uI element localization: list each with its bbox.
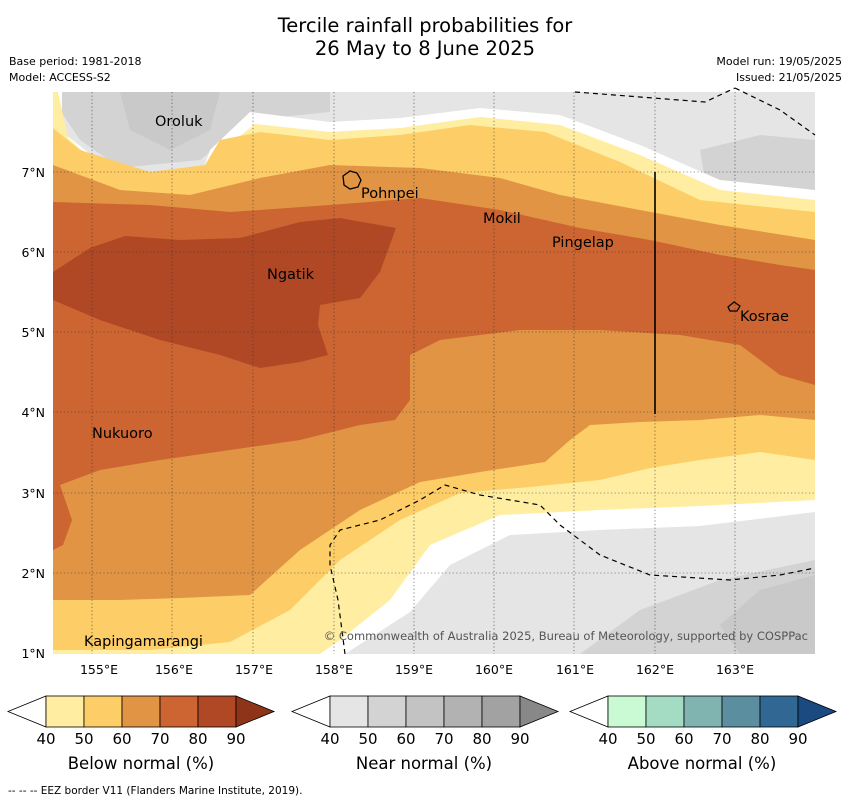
near-colorbar-cell (367, 695, 407, 728)
near-colorbar-tick-label: 50 (358, 730, 377, 748)
place-label-mokil: Mokil (483, 211, 521, 227)
pohnpei-island (342, 170, 362, 190)
above-colorbar-tick-label: 80 (750, 730, 769, 748)
below-colorbar-tick-label: 80 (188, 730, 207, 748)
place-label-pingelap: Pingelap (552, 235, 614, 251)
below-colorbar-cell (197, 695, 237, 728)
copyright-notice: © Commonwealth of Australia 2025, Bureau… (324, 629, 808, 643)
model-name: Model: ACCESS-S2 (9, 71, 111, 84)
lat-label: 2°N (21, 566, 45, 581)
below-colorbar-tick-label: 40 (36, 730, 55, 748)
above-colorbar-low-extension (568, 695, 609, 728)
below-colorbar-tick-label: 50 (74, 730, 93, 748)
above-normal-label: Above normal (%) (627, 754, 777, 773)
below-normal-label: Below normal (%) (67, 754, 215, 773)
lon-label: 157°E (235, 662, 273, 677)
above-colorbar-cell (645, 695, 685, 728)
near-colorbar-tick-label: 40 (320, 730, 339, 748)
run-info: Model run: 19/05/2025 Issued: 21/05/2025 (716, 54, 842, 86)
lat-label: 5°N (21, 325, 45, 340)
near-colorbar-tick-label: 80 (472, 730, 491, 748)
near-colorbar-low-extension (290, 695, 331, 728)
near-colorbar-high-extension (519, 695, 560, 728)
above-colorbar-tick-label: 50 (636, 730, 655, 748)
place-label-nukuoro: Nukuoro (92, 426, 153, 442)
lat-label: 7°N (21, 165, 45, 180)
colorbar-above-normal: 40 50 60 70 80 90 (568, 695, 838, 748)
base-period: Base period: 1981-2018 (9, 55, 142, 68)
map-title: Tercile rainfall probabilities for 26 Ma… (0, 14, 850, 60)
title-line-2: 26 May to 8 June 2025 (314, 37, 536, 60)
eez-border (329, 87, 816, 655)
below-colorbar-cell (121, 695, 161, 728)
lat-label: 4°N (21, 405, 45, 420)
lat-label: 1°N (21, 646, 45, 661)
probability-field (53, 92, 815, 654)
lat-label: 6°N (21, 245, 45, 260)
near-colorbar-cell (329, 695, 369, 728)
lon-label: 155°E (80, 662, 118, 677)
above-colorbar-cell (683, 695, 723, 728)
near-colorbar-cell (405, 695, 445, 728)
place-label-ngatik: Ngatik (267, 267, 315, 283)
below-colorbar-tick-label: 60 (112, 730, 131, 748)
eez-footnote: -- -- -- EEZ border V11 (Flanders Marine… (8, 785, 303, 797)
lat-label: 3°N (21, 486, 45, 501)
lon-label: 160°E (475, 662, 513, 677)
near-colorbar-tick-label: 70 (434, 730, 453, 748)
colorbar-below-normal: 40 50 60 70 80 90 (6, 695, 276, 748)
below-colorbar-cell (45, 695, 85, 728)
below-colorbar-cell (159, 695, 199, 728)
model-info: Base period: 1981-2018 Model: ACCESS-S2 (9, 54, 141, 86)
above-colorbar-cell (721, 695, 761, 728)
above-colorbar-tick-label: 70 (712, 730, 731, 748)
place-label-pohnpei: Pohnpei (361, 186, 419, 202)
issued-date: Issued: 21/05/2025 (735, 71, 842, 84)
near-colorbar-tick-label: 60 (396, 730, 415, 748)
lon-label: 163°E (716, 662, 754, 677)
below-colorbar-cell (83, 695, 123, 728)
lon-label: 162°E (636, 662, 674, 677)
lon-label: 158°E (315, 662, 353, 677)
above-colorbar-cell (759, 695, 799, 728)
below-colorbar-high-extension (235, 695, 276, 728)
lon-label: 159°E (395, 662, 433, 677)
model-run-date: Model run: 19/05/2025 (716, 55, 842, 68)
above-colorbar-tick-label: 90 (788, 730, 807, 748)
colorbar-near-normal: 40 50 60 70 80 90 (290, 695, 560, 748)
below-colorbar-tick-label: 70 (150, 730, 169, 748)
above-colorbar-tick-label: 40 (598, 730, 617, 748)
near-colorbar-cell (443, 695, 483, 728)
near-normal-label: Near normal (%) (355, 754, 493, 773)
above-colorbar-cell (607, 695, 647, 728)
kosrae-island (727, 301, 741, 312)
lon-label: 161°E (556, 662, 594, 677)
below-colorbar-tick-label: 90 (226, 730, 245, 748)
above-colorbar-tick-label: 60 (674, 730, 693, 748)
title-line-1: Tercile rainfall probabilities for (277, 14, 573, 37)
near-colorbar-tick-label: 90 (510, 730, 529, 748)
below-colorbar-low-extension (6, 695, 47, 728)
above-colorbar-high-extension (797, 695, 838, 728)
place-label-kosrae: Kosrae (740, 309, 789, 325)
lon-label: 156°E (155, 662, 193, 677)
graticule (53, 92, 815, 654)
near-colorbar-cell (481, 695, 521, 728)
place-label-oroluk: Oroluk (155, 114, 203, 130)
place-label-kapingamarangi: Kapingamarangi (84, 634, 203, 650)
